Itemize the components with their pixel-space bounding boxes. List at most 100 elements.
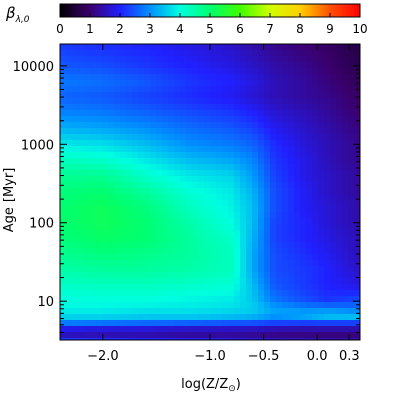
- heatmap-cell: [228, 278, 235, 285]
- heatmap-cell: [162, 296, 169, 303]
- heatmap-cell: [222, 104, 229, 111]
- heatmap-cell: [246, 164, 253, 171]
- heatmap-cell: [306, 254, 313, 261]
- heatmap-cell: [72, 314, 79, 321]
- heatmap-cell: [66, 80, 73, 87]
- heatmap-cell: [324, 338, 331, 341]
- heatmap-cell: [336, 134, 343, 141]
- heatmap-cell: [258, 140, 265, 147]
- heatmap-cell: [342, 98, 349, 105]
- heatmap-cell: [120, 296, 127, 303]
- heatmap-cell: [126, 224, 133, 231]
- heatmap-cell: [252, 338, 259, 341]
- heatmap-cell: [264, 188, 271, 195]
- heatmap-cell: [252, 62, 259, 69]
- heatmap-cell: [216, 164, 223, 171]
- heatmap-cell: [120, 302, 127, 309]
- heatmap-cell: [336, 266, 343, 273]
- heatmap-cell: [120, 122, 127, 129]
- heatmap-cell: [216, 98, 223, 105]
- heatmap-cell: [84, 242, 91, 249]
- heatmap-cell: [294, 92, 301, 99]
- heatmap-cell: [180, 302, 187, 309]
- heatmap-cell: [318, 152, 325, 159]
- heatmap-cell: [258, 284, 265, 291]
- heatmap-cell: [72, 284, 79, 291]
- heatmap-cell: [222, 158, 229, 165]
- heatmap-cell: [168, 278, 175, 285]
- heatmap-cell: [120, 206, 127, 213]
- heatmap-cell: [78, 260, 85, 267]
- heatmap-cell: [108, 272, 115, 279]
- heatmap-cell: [114, 98, 121, 105]
- heatmap-cell: [228, 188, 235, 195]
- heatmap-cell: [156, 86, 163, 93]
- heatmap-cell: [216, 266, 223, 273]
- heatmap-cell: [174, 338, 181, 341]
- heatmap-cell: [300, 158, 307, 165]
- heatmap-cell: [348, 224, 355, 231]
- heatmap-cell: [120, 272, 127, 279]
- heatmap-cell: [84, 56, 91, 63]
- heatmap-cell: [156, 236, 163, 243]
- heatmap-cell: [234, 170, 241, 177]
- heatmap-cell: [180, 212, 187, 219]
- heatmap-cell: [336, 260, 343, 267]
- heatmap-cell: [222, 140, 229, 147]
- heatmap-cell: [162, 56, 169, 63]
- heatmap-cell: [180, 68, 187, 75]
- heatmap-cell: [204, 50, 211, 57]
- heatmap-cell: [126, 146, 133, 153]
- heatmap-cell: [276, 230, 283, 237]
- heatmap-cell: [318, 164, 325, 171]
- heatmap-cell: [150, 164, 157, 171]
- heatmap-cell: [252, 104, 259, 111]
- heatmap-cell: [72, 176, 79, 183]
- heatmap-cell: [132, 206, 139, 213]
- x-axis-label-subscript: ⊙: [228, 384, 236, 394]
- heatmap-cell: [252, 80, 259, 87]
- heatmap-cell: [78, 326, 85, 333]
- heatmap-cell: [330, 266, 337, 273]
- heatmap-cell: [186, 62, 193, 69]
- heatmap-cell: [78, 74, 85, 81]
- heatmap-cell: [72, 74, 79, 81]
- heatmap-cell: [108, 68, 115, 75]
- heatmap-cell: [210, 122, 217, 129]
- heatmap-cell: [204, 200, 211, 207]
- heatmap-cell: [282, 50, 289, 57]
- heatmap-cell: [72, 92, 79, 99]
- heatmap-cell: [138, 74, 145, 81]
- heatmap-cell: [216, 122, 223, 129]
- heatmap-cell: [174, 314, 181, 321]
- heatmap-cell: [264, 278, 271, 285]
- heatmap-cell: [144, 104, 151, 111]
- heatmap-cell: [108, 128, 115, 135]
- heatmap-cell: [186, 236, 193, 243]
- heatmap-cell: [288, 122, 295, 129]
- heatmap-cell: [138, 308, 145, 315]
- heatmap-cell: [114, 200, 121, 207]
- heatmap-cell: [318, 206, 325, 213]
- heatmap-cell: [114, 134, 121, 141]
- heatmap-cell: [354, 332, 361, 339]
- heatmap-cell: [282, 188, 289, 195]
- heatmap-cell: [96, 224, 103, 231]
- heatmap-cell: [306, 68, 313, 75]
- heatmap-cell: [228, 56, 235, 63]
- heatmap-cell: [144, 122, 151, 129]
- heatmap-cell: [186, 326, 193, 333]
- heatmap-cell: [324, 200, 331, 207]
- heatmap-cell: [120, 266, 127, 273]
- heatmap-cell: [312, 296, 319, 303]
- heatmap-cell: [108, 62, 115, 69]
- heatmap-cell: [270, 68, 277, 75]
- heatmap-cell: [168, 260, 175, 267]
- heatmap-cell: [180, 86, 187, 93]
- heatmap-cell: [96, 218, 103, 225]
- heatmap-cell: [144, 92, 151, 99]
- heatmap-cell: [102, 158, 109, 165]
- heatmap-cell: [114, 248, 121, 255]
- heatmap-cell: [66, 230, 73, 237]
- heatmap-cell: [342, 134, 349, 141]
